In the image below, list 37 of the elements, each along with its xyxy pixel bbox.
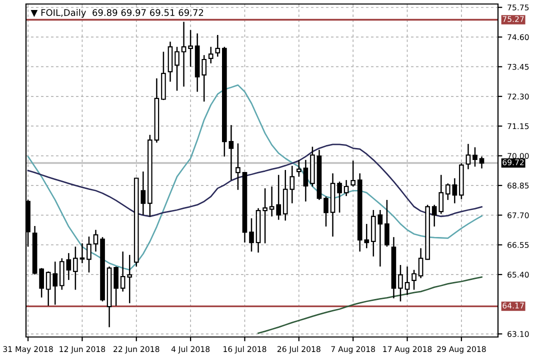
candlestick <box>228 124 234 181</box>
candlestick <box>39 267 44 298</box>
line-series <box>258 276 482 334</box>
candlestick <box>303 159 308 202</box>
candlestick <box>262 188 268 244</box>
candlestick <box>384 199 390 248</box>
candlestick <box>296 159 302 178</box>
candlestick <box>86 236 92 274</box>
candlestick <box>269 186 274 218</box>
candlestick <box>350 160 356 188</box>
candlestick <box>324 196 328 228</box>
candlestick <box>114 266 118 306</box>
candlestick <box>378 209 383 268</box>
candlestick <box>80 242 85 264</box>
candlestick <box>404 266 410 296</box>
candlestick <box>188 29 193 68</box>
candlestick <box>181 21 186 88</box>
candlestick <box>174 46 180 92</box>
candlestick <box>215 34 220 58</box>
candlestick <box>202 54 207 102</box>
candlestick <box>236 142 240 190</box>
candlestick <box>73 246 78 290</box>
candlestick <box>337 180 342 214</box>
candlestick <box>412 269 416 290</box>
candlestick <box>249 218 254 252</box>
candlestick <box>398 264 403 302</box>
candlestick <box>418 248 424 279</box>
candlestick <box>276 174 282 220</box>
candlestick <box>479 156 484 170</box>
candlestick <box>208 46 214 64</box>
line-series <box>27 144 482 218</box>
candlestick <box>472 146 478 168</box>
candlestick <box>93 229 98 252</box>
text: ▼ FOIL,Daily 69.89 69.97 69.51 69.72 <box>30 8 204 18</box>
line-series <box>27 84 482 271</box>
candlestick <box>466 143 471 170</box>
candlestick <box>344 179 349 197</box>
